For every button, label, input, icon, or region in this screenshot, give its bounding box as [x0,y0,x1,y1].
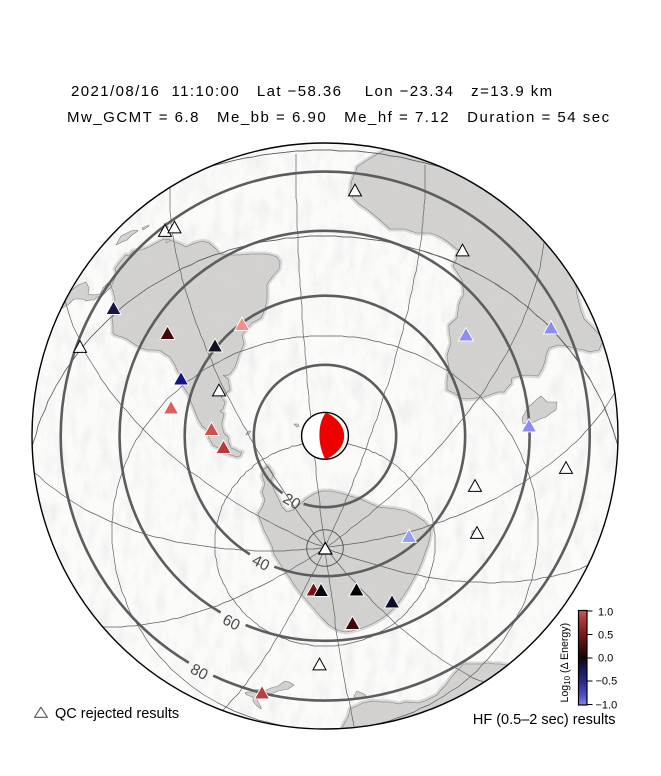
svg-text:1.0: 1.0 [598,607,613,619]
svg-text:2021/08/16 11:10:00 Lat −58: 2021/08/16 11:10:00 Lat −58.36 Lon −23.3… [71,83,554,100]
svg-text:0.5: 0.5 [598,630,613,642]
svg-text:Log10 (Δ Energy): Log10 (Δ Energy) [559,623,572,703]
svg-text:−1.0: −1.0 [596,700,618,712]
svg-text:60: 60 [220,611,243,634]
svg-text:20: 20 [280,490,304,514]
svg-text:0.0: 0.0 [598,653,613,665]
svg-text:−0.5: −0.5 [596,676,618,688]
svg-text:80: 80 [187,661,211,684]
svg-text:QC rejected results: QC rejected results [55,706,179,722]
svg-text:HF (0.5–2 sec) results: HF (0.5–2 sec) results [473,712,616,728]
svg-text:40: 40 [249,552,272,575]
svg-text:Mw_GCMT = 6.8 Me_bb = 6.90: Mw_GCMT = 6.8 Me_bb = 6.90 Me_hf = 7.12 … [67,109,611,126]
